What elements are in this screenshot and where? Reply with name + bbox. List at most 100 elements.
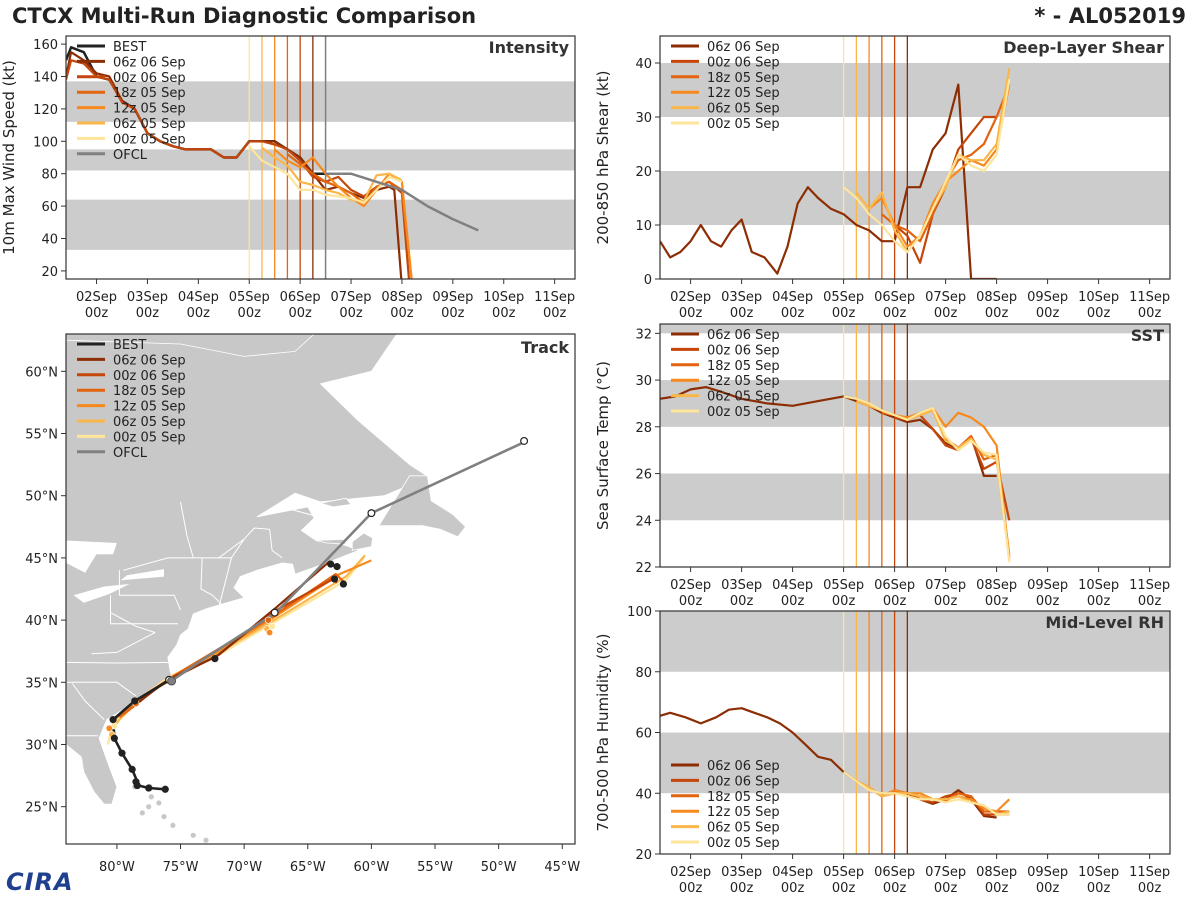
x-tick-label: 02Sep: [670, 290, 711, 305]
x-tick-label: 00z: [934, 594, 958, 609]
y-tick-label: 20: [635, 165, 652, 180]
y-tick-label: 60: [41, 200, 58, 215]
shaded-band: [66, 149, 575, 171]
great-lake: [73, 584, 130, 603]
state-border: [71, 683, 105, 720]
longitude-label: 70°W: [226, 860, 262, 875]
panel-deep-layer-shear: 01020304002Sep00z03Sep00z04Sep00z05Sep00…: [594, 35, 1171, 321]
y-axis-label: 700-500 hPa Humidity (%): [594, 633, 612, 831]
state-border: [118, 570, 181, 611]
state-border: [200, 557, 226, 609]
ofcl-point: [367, 509, 376, 518]
legend-label: 18z 05 Sep: [113, 86, 186, 101]
x-tick-label: 03Sep: [127, 290, 168, 305]
legend-label: 06z 06 Sep: [707, 759, 780, 774]
y-tick-label: 20: [635, 848, 652, 863]
x-tick-label: 00z: [985, 881, 1009, 896]
x-tick-label: 00z: [781, 306, 805, 321]
forecast-point: [268, 622, 276, 630]
y-tick-label: 32: [635, 327, 652, 342]
x-tick-label: 07Sep: [925, 578, 966, 593]
x-tick-label: 08Sep: [976, 578, 1017, 593]
y-tick-label: 0: [644, 273, 652, 288]
x-tick-label: 07Sep: [925, 290, 966, 305]
y-tick-label: 20: [41, 265, 58, 280]
x-tick-label: 00z: [441, 306, 465, 321]
x-tick-label: 06Sep: [874, 290, 915, 305]
x-tick-label: 00z: [238, 306, 262, 321]
legend-label: OFCL: [113, 446, 148, 461]
x-tick-label: 10Sep: [1078, 865, 1119, 880]
latitude-label: 40°N: [25, 614, 58, 629]
best-track-point: [211, 655, 219, 663]
x-tick-label: 00z: [934, 306, 958, 321]
y-axis-label: 10m Max Wind Speed (kt): [0, 60, 18, 255]
x-tick-label: 03Sep: [721, 578, 762, 593]
legend-label: 00z 05 Sep: [113, 132, 186, 147]
best-track-point: [161, 785, 169, 793]
x-tick-label: 06Sep: [874, 865, 915, 880]
y-tick-label: 160: [33, 38, 58, 53]
ofcl-point: [270, 608, 279, 617]
plot-area: [660, 611, 1170, 854]
legend-label: 12z 05 Sep: [113, 102, 186, 117]
x-tick-label: 00z: [985, 306, 1009, 321]
x-tick-label: 06Sep: [280, 290, 321, 305]
legend-label: 18z 05 Sep: [707, 71, 780, 86]
y-tick-label: 24: [635, 514, 652, 529]
legend-label: 06z 05 Sep: [707, 102, 780, 117]
plot-frame: [659, 35, 1171, 280]
legend-label: 00z 06 Sep: [707, 343, 780, 358]
legend-label: 06z 05 Sep: [113, 415, 186, 430]
x-tick-label: 00z: [1087, 881, 1111, 896]
series-18z-05-sep: [286, 153, 413, 279]
legend-label: 12z 05 Sep: [707, 805, 780, 820]
track-best: [111, 679, 169, 791]
y-tick-label: 40: [635, 787, 652, 802]
longitude-label: 65°W: [290, 860, 326, 875]
legend-label: 06z 06 Sep: [113, 55, 186, 70]
ofcl-point: [520, 436, 529, 445]
x-tick-label: 08Sep: [976, 290, 1017, 305]
y-tick-label: 10: [635, 219, 652, 234]
latitude-label: 55°N: [25, 428, 58, 443]
legend-label: 00z 05 Sep: [707, 117, 780, 132]
x-tick-label: 02Sep: [670, 865, 711, 880]
best-track-point: [110, 734, 118, 742]
plot-area: [660, 36, 1170, 279]
plot-frame: [65, 333, 576, 845]
cape-breton-land: [351, 532, 374, 551]
best-track-point: [131, 697, 139, 705]
legend-label: 00z 06 Sep: [113, 71, 186, 86]
best-track-point: [327, 560, 335, 568]
longitude-label: 60°W: [353, 860, 389, 875]
panel-title: Track: [521, 338, 569, 357]
plot-frame: [659, 323, 1171, 568]
x-tick-label: 00z: [832, 594, 856, 609]
panel-mid-level-rh: 2040608010002Sep00z03Sep00z04Sep00z05Sep…: [594, 605, 1171, 896]
x-tick-label: 02Sep: [76, 290, 117, 305]
x-tick-label: 00z: [1036, 881, 1060, 896]
series-00z-05-sep: [842, 79, 1011, 254]
state-border: [110, 595, 178, 625]
series-00z-06-sep: [66, 59, 411, 279]
best-track-point: [118, 749, 126, 757]
figure-title: CTCX Multi-Run Diagnostic Comparison: [12, 4, 477, 28]
longitude-label: 50°W: [481, 860, 517, 875]
y-tick-label: 28: [635, 421, 652, 436]
y-axis-label: 200-850 hPa Shear (kt): [594, 71, 612, 245]
x-tick-label: 03Sep: [721, 865, 762, 880]
x-tick-label: 00z: [543, 306, 567, 321]
best-track-point: [109, 716, 117, 724]
x-tick-label: 00z: [1087, 594, 1111, 609]
state-border: [180, 501, 194, 559]
map-area: [66, 334, 529, 843]
x-tick-label: 04Sep: [772, 578, 813, 593]
y-tick-label: 30: [635, 374, 652, 389]
x-tick-label: 00z: [679, 594, 703, 609]
longitude-label: 75°W: [163, 860, 199, 875]
x-tick-label: 02Sep: [670, 578, 711, 593]
